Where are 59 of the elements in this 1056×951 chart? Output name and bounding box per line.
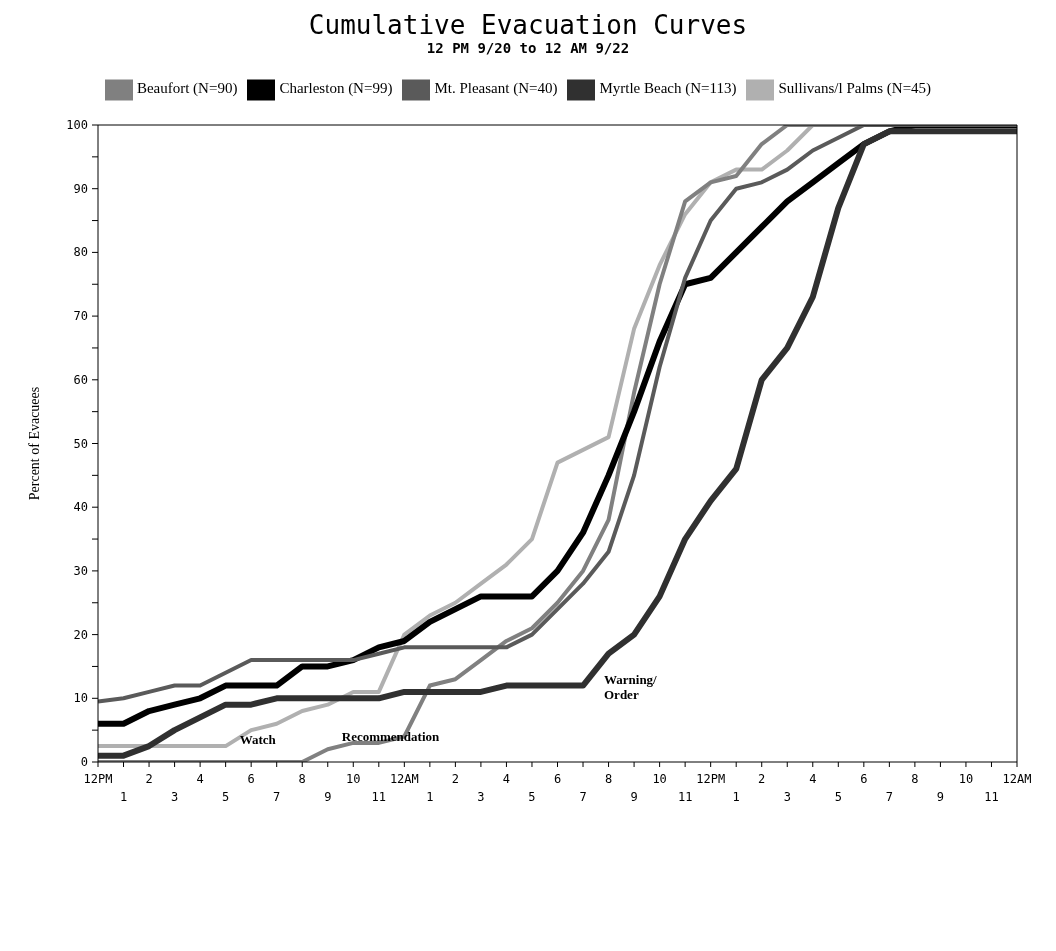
- y-tick-label: 10: [73, 691, 88, 706]
- y-tick-label: 30: [73, 563, 88, 578]
- x-tick-label: 9: [324, 790, 332, 804]
- x-tick-label: 7: [273, 790, 281, 804]
- x-tick-label: 9: [630, 790, 638, 804]
- x-tick-label: 8: [298, 772, 306, 786]
- x-tick-label: 6: [247, 772, 255, 786]
- legend-label: Myrtle Beach (N=113): [599, 80, 737, 97]
- x-tick-label: 6: [860, 772, 868, 786]
- x-tick-label: 3: [783, 790, 791, 804]
- chart-subtitle: 12 PM 9/20 to 12 AM 9/22: [425, 40, 631, 56]
- y-tick-label: 40: [73, 500, 88, 515]
- annotation: Watch: [239, 732, 277, 748]
- x-tick-label: 12PM: [83, 772, 113, 786]
- x-tick-label: 1: [732, 790, 740, 804]
- y-tick-label: 70: [73, 309, 88, 324]
- x-tick-label: 11: [984, 790, 999, 804]
- x-tick-label: 11: [677, 790, 693, 804]
- x-tick-label: 5: [834, 790, 842, 804]
- annotation: Warning/ Order: [604, 672, 658, 702]
- y-tick-label: 60: [73, 372, 88, 387]
- x-tick-label: 3: [477, 790, 485, 804]
- x-tick-label: 4: [196, 772, 204, 786]
- x-tick-label: 7: [579, 790, 587, 804]
- legend-label: Charleston (N=99): [279, 80, 393, 97]
- x-tick-label: 4: [809, 772, 817, 786]
- chart-title: Cumulative Evacuation Curves: [307, 10, 749, 40]
- x-tick-label: 5: [222, 790, 230, 804]
- x-tick-label: 1: [119, 790, 128, 804]
- x-tick-label: 12AM: [1002, 772, 1032, 786]
- y-tick-label: 0: [80, 755, 88, 769]
- x-tick-label: 1: [426, 790, 434, 804]
- x-tick-label: 7: [885, 790, 893, 804]
- y-tick-label: 80: [73, 245, 88, 260]
- legend-label: Mt. Pleasant (N=40): [434, 80, 558, 97]
- legend-label: Sullivans/l Palms (N=45): [778, 80, 932, 97]
- legend-label: Beaufort (N=90): [136, 80, 238, 97]
- x-tick-label: 4: [502, 772, 511, 786]
- x-tick-label: 2: [758, 772, 766, 786]
- y-axis-title: Percent of Evacuees: [26, 386, 42, 501]
- x-tick-label: 2: [451, 772, 460, 786]
- x-tick-label: 10: [958, 772, 974, 786]
- x-tick-label: 10: [652, 772, 667, 786]
- x-tick-label: 6: [553, 772, 562, 786]
- x-tick-label: 9: [936, 790, 945, 804]
- x-tick-label: 3: [170, 790, 179, 804]
- x-tick-label: 2: [145, 772, 153, 786]
- x-tick-label: 5: [528, 790, 536, 804]
- y-tick-label: 50: [73, 436, 88, 451]
- annotation: Recommendation: [341, 728, 441, 744]
- x-tick-label: 8: [911, 772, 919, 786]
- y-tick-label: 20: [73, 627, 88, 642]
- y-tick-label: 100: [66, 118, 88, 132]
- x-tick-label: 11: [371, 790, 387, 804]
- x-tick-label: 10: [346, 772, 361, 786]
- x-tick-label: 12AM: [389, 772, 419, 786]
- y-tick-label: 90: [73, 181, 88, 196]
- x-tick-label: 12PM: [696, 772, 726, 786]
- x-tick-label: 8: [604, 772, 613, 786]
